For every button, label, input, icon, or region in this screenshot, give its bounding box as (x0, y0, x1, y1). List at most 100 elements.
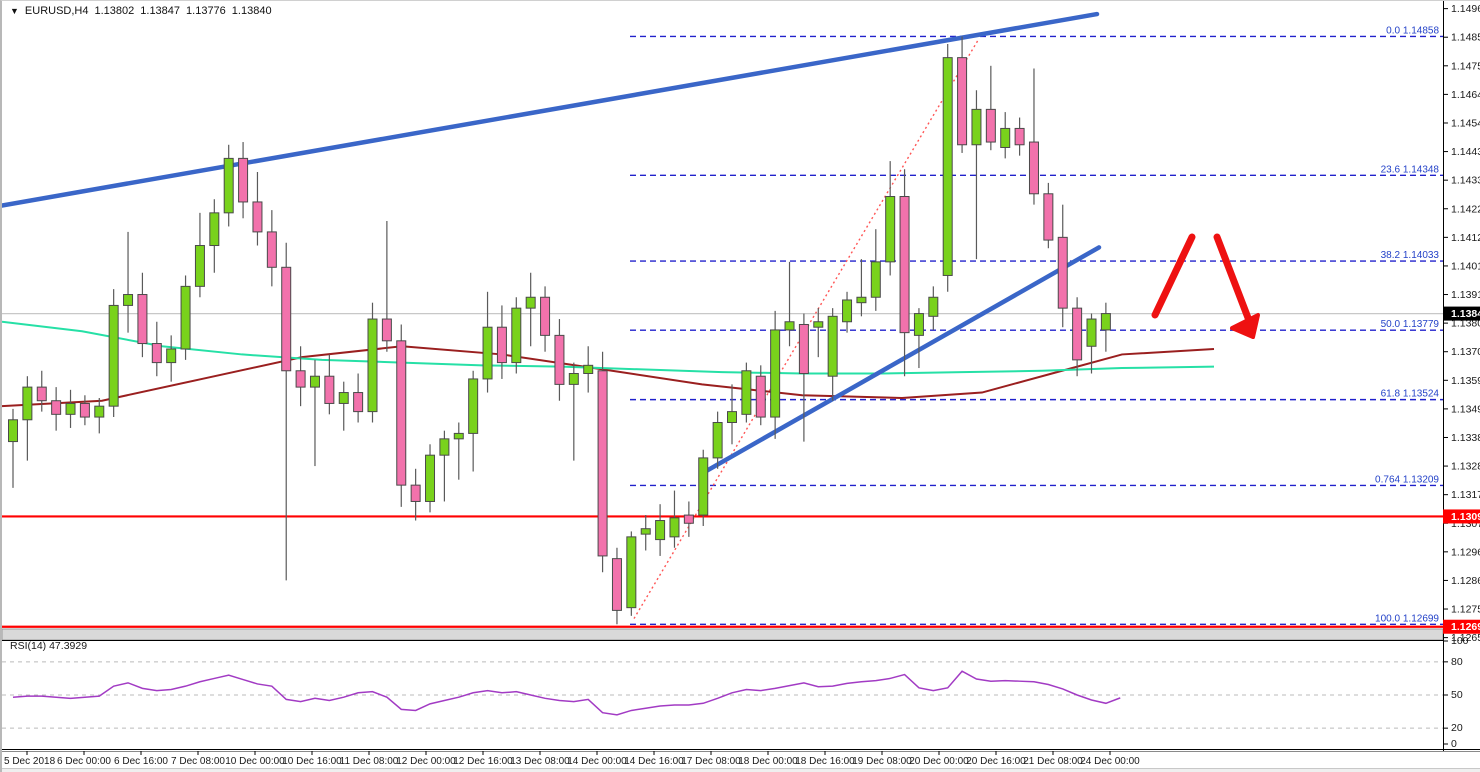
candle-body-bull (784, 321, 795, 331)
main-price-panel[interactable]: 0.0 1.14858 23.6 1.14348 38.2 1.14033 50.0 … (2, 11, 1443, 628)
time-tick-label: 13 Dec 08:00 (510, 756, 570, 767)
candle (597, 351, 608, 573)
trend-forecast-arrows[interactable] (1151, 233, 1260, 339)
time-tick-label: 21 Dec 08:00 (1023, 756, 1083, 767)
price-alert-badge-label: 1.13095 (1451, 511, 1480, 523)
panel-splitter[interactable] (2, 628, 1444, 641)
candle-body-bull (94, 405, 105, 418)
candle (827, 308, 838, 401)
rsi-tick-label: 100 (1451, 635, 1469, 647)
candle-body-bull (1000, 127, 1011, 148)
candle-body-bear (798, 323, 809, 374)
candle (94, 397, 105, 434)
candle (928, 286, 939, 330)
candle-body-bear (266, 231, 277, 268)
candle-body-bull (770, 329, 781, 418)
candle-body-bear (1072, 307, 1083, 361)
candle (554, 319, 565, 401)
candle-body-bull (626, 536, 637, 609)
candle-body-bull (367, 318, 378, 413)
candle (453, 422, 464, 480)
price-tick-label: 1.13595 (1451, 375, 1480, 387)
price-axis[interactable]: 1.14960 1.14855 1.14750 1.14645 1.14540 1.144… (1443, 3, 1480, 750)
candle (698, 449, 709, 526)
arrow-down-stroke (1213, 233, 1254, 327)
fib-level-label: 0.0 1.14858 (1386, 25, 1439, 36)
candle (784, 261, 795, 347)
candle (669, 490, 680, 548)
candle-body-bear (1043, 193, 1054, 241)
candle-body-bear (410, 484, 421, 502)
time-tick-label: 10 Dec 16:00 (282, 756, 342, 767)
candle-body-bull (22, 386, 33, 421)
candle (194, 212, 205, 298)
rsi-tick-label: 80 (1451, 656, 1463, 668)
rsi-tick-label: 0 (1451, 738, 1457, 750)
candle-body-bear (324, 375, 335, 404)
candle (568, 362, 579, 461)
time-tick-label: 10 Dec 00:00 (225, 756, 285, 767)
time-tick-label: 11 Dec 08:00 (340, 756, 399, 767)
candle (798, 313, 809, 442)
candle (309, 359, 320, 467)
time-tick-label: 6 Dec 16:00 (114, 756, 168, 767)
fib-level-label: 0.764 1.13209 (1375, 474, 1439, 485)
candle-body-bull (928, 296, 939, 317)
candle-body-bear (496, 326, 507, 364)
candle-body-bear (1028, 141, 1039, 195)
candle-body-bear (611, 558, 622, 611)
rsi-tick-label: 50 (1451, 689, 1463, 701)
candle-body-bear (396, 340, 407, 486)
candle (1043, 182, 1054, 249)
candle-body-bull (439, 438, 450, 456)
candle (8, 408, 18, 488)
time-axis[interactable]: 5 Dec 2018 6 Dec 00:00 6 Dec 16:00 7 Dec 08… (4, 751, 1140, 767)
current-price-badge (1443, 306, 1480, 321)
time-tick-label: 19 Dec 08:00 (852, 756, 912, 767)
candle-body-bull (913, 313, 924, 336)
candle (439, 430, 450, 502)
candle-body-bull (1086, 318, 1097, 347)
candle (626, 531, 637, 616)
candle (1072, 297, 1083, 377)
price-tick-label: 1.14750 (1451, 60, 1480, 72)
candle (324, 354, 335, 415)
rsi-panel[interactable]: RSI(14) 47.3929 (2, 640, 1443, 729)
candle-body-bull (453, 432, 464, 440)
ohlc-close: 1.13840 (231, 5, 272, 17)
candle (1086, 313, 1097, 374)
time-tick-label: 12 Dec 16:00 (453, 756, 513, 767)
candle (913, 308, 924, 369)
candle (51, 387, 62, 431)
trendline-upper-channel[interactable] (2, 11, 1100, 208)
candle-body-bull (640, 528, 651, 535)
arrow-up-stroke (1151, 233, 1196, 319)
time-tick-label: 14 Dec 00:00 (567, 756, 627, 767)
candle (338, 381, 349, 431)
fib-level-label: 61.8 1.13524 (1381, 389, 1440, 400)
candle-body-bear (554, 334, 565, 385)
price-tick-label: 1.14435 (1451, 146, 1480, 158)
candle (885, 161, 896, 276)
time-tick-label: 18 Dec 00:00 (738, 756, 798, 767)
trendline-rising-support[interactable] (699, 245, 1102, 476)
candle-body-bear (238, 157, 249, 203)
ohlc-high: 1.13847 (140, 5, 181, 17)
symbol-dropdown-caret[interactable]: ▼ (10, 6, 19, 16)
price-alert-badge (1443, 619, 1480, 634)
candle (36, 370, 47, 412)
candle (525, 272, 536, 347)
price-tick-label: 1.14960 (1451, 3, 1480, 15)
candle (727, 384, 737, 445)
candle (281, 242, 292, 581)
symbol-period-label: EURUSD,H4 (24, 5, 89, 17)
price-tick-label: 1.12650 (1451, 632, 1480, 644)
candle (166, 335, 177, 382)
candle-body-bull (482, 326, 493, 380)
candle-body-bull (65, 402, 76, 415)
candle-body-bull (1100, 313, 1111, 331)
candle-body-bear (137, 294, 148, 345)
